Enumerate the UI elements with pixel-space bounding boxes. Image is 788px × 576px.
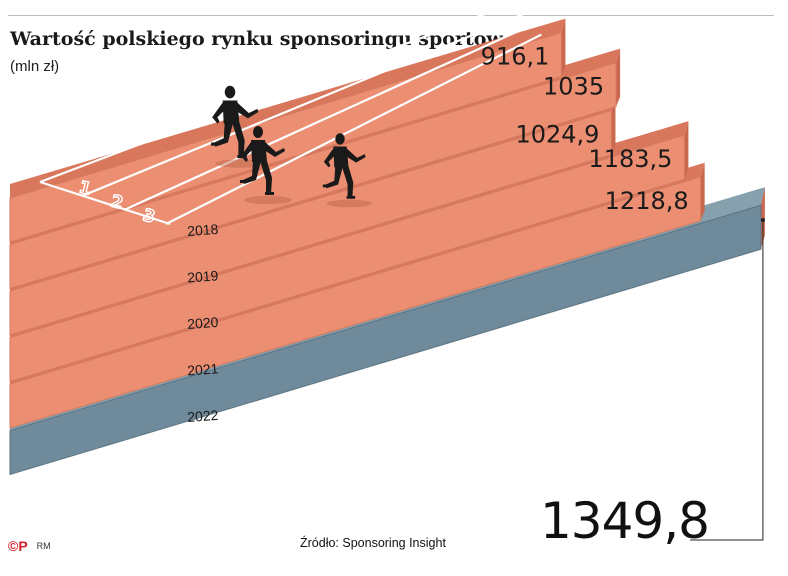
bar-front-2020 <box>9 109 612 336</box>
bar-front-2019 <box>9 61 617 290</box>
lane-number-1: 1 <box>77 177 93 199</box>
lane-line-3 <box>165 33 542 225</box>
logo-text: RM <box>36 541 51 551</box>
value-label-2019: 1035 <box>543 73 604 101</box>
chart-title: Wartość polskiego rynku sponsoringu spor… <box>10 28 541 50</box>
bar-top-2018 <box>10 18 566 198</box>
publisher-logo: ©P RM <box>8 539 51 553</box>
value-label-2018: 916,1 <box>481 43 550 71</box>
logo-mark: ©P <box>8 538 28 554</box>
value-label-2023: 1349,8 <box>540 492 710 550</box>
leader-dot <box>760 218 765 223</box>
category-label-2021: 2021 <box>187 360 219 378</box>
lane-number-2: 2 <box>109 191 125 213</box>
runner-3-figure <box>322 133 373 208</box>
value-label-2022: 1218,8 <box>605 187 689 215</box>
source-note: Źródło: Sponsoring Insight <box>300 536 446 550</box>
lane-line-2 <box>123 19 542 212</box>
value-label-2021: 1183,5 <box>588 145 672 173</box>
bar-side-2019 <box>616 48 621 107</box>
top-divider <box>8 15 774 16</box>
bar-side-2021 <box>684 121 689 180</box>
bar-front-2022 <box>9 176 702 429</box>
category-label-2020: 2020 <box>187 314 219 332</box>
chart-subtitle: (mln zł) <box>10 58 60 75</box>
lane-line-1 <box>81 5 542 198</box>
bar-side-2020 <box>611 96 616 155</box>
bar-side-2018 <box>561 18 566 77</box>
category-label-2022: 2022 <box>187 407 219 425</box>
runner-2-figure <box>240 126 292 204</box>
bar-front-2023 <box>9 204 762 476</box>
category-label-2019: 2019 <box>187 267 219 285</box>
track-lanes: 123 <box>39 0 542 228</box>
value-label-2020: 1024,9 <box>515 121 599 149</box>
lane-number-3: 3 <box>141 205 157 227</box>
category-label-2023: 2023 <box>187 453 219 471</box>
category-label-2018: 2018 <box>187 221 219 239</box>
runner-1-figure <box>211 85 266 168</box>
start-line <box>39 180 171 226</box>
lane-line-0 <box>39 0 525 184</box>
bar-side-2022 <box>700 162 705 221</box>
bar-front-2021 <box>9 134 685 383</box>
leader-line <box>690 220 764 541</box>
